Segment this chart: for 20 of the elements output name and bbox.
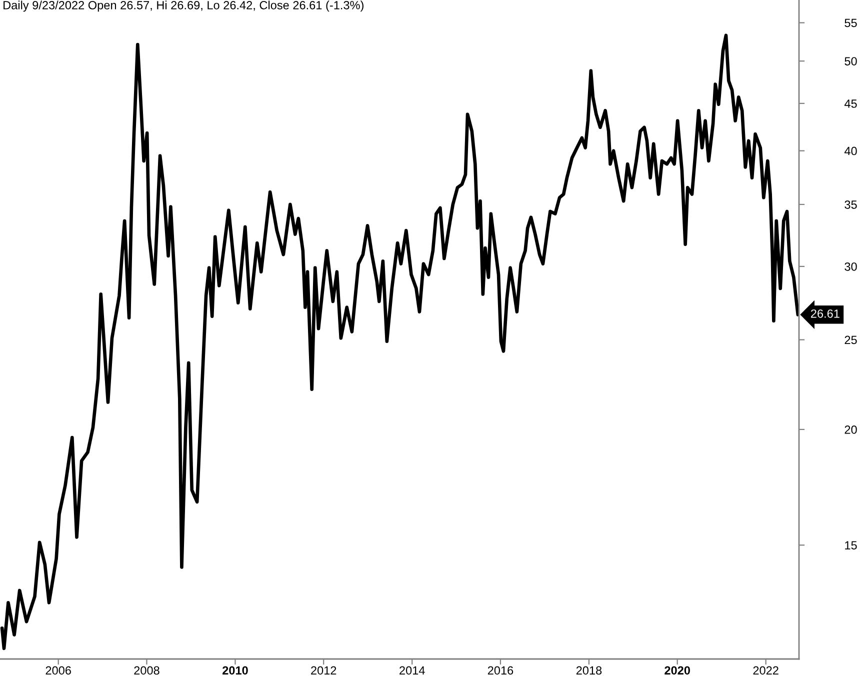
y-tick-label: 35 [844, 200, 857, 209]
chart-title: Daily 9/23/2022 Open 26.57, Hi 26.69, Lo 26.42, Close 26.61 (-1.3%) [4, 0, 364, 12]
annotation: 26.61 [811, 309, 840, 318]
y-tick-label: 50 [844, 57, 857, 66]
x-tick-label: 2008 [134, 666, 160, 675]
y-tick-label: 20 [844, 425, 857, 434]
y-tick-label: 25 [844, 336, 857, 344]
x-tick-label: 2018 [576, 666, 602, 675]
x-tick-label: 2020 [664, 666, 690, 675]
x-tick-label: 2010 [222, 666, 248, 675]
y-tick-label: 55 [844, 18, 857, 28]
y-tick-label: 40 [844, 146, 857, 156]
x-tick-label: 2012 [311, 666, 336, 675]
y-tick-label: 45 [844, 100, 857, 108]
x-tick-label: 2006 [46, 666, 71, 675]
x-tick-label: 2022 [753, 666, 778, 675]
x-tick-label: 2016 [488, 666, 514, 675]
y-tick-label: 15 [845, 541, 857, 550]
y-tick-label: 30 [844, 262, 857, 271]
x-tick-label: 2014 [400, 666, 425, 675]
